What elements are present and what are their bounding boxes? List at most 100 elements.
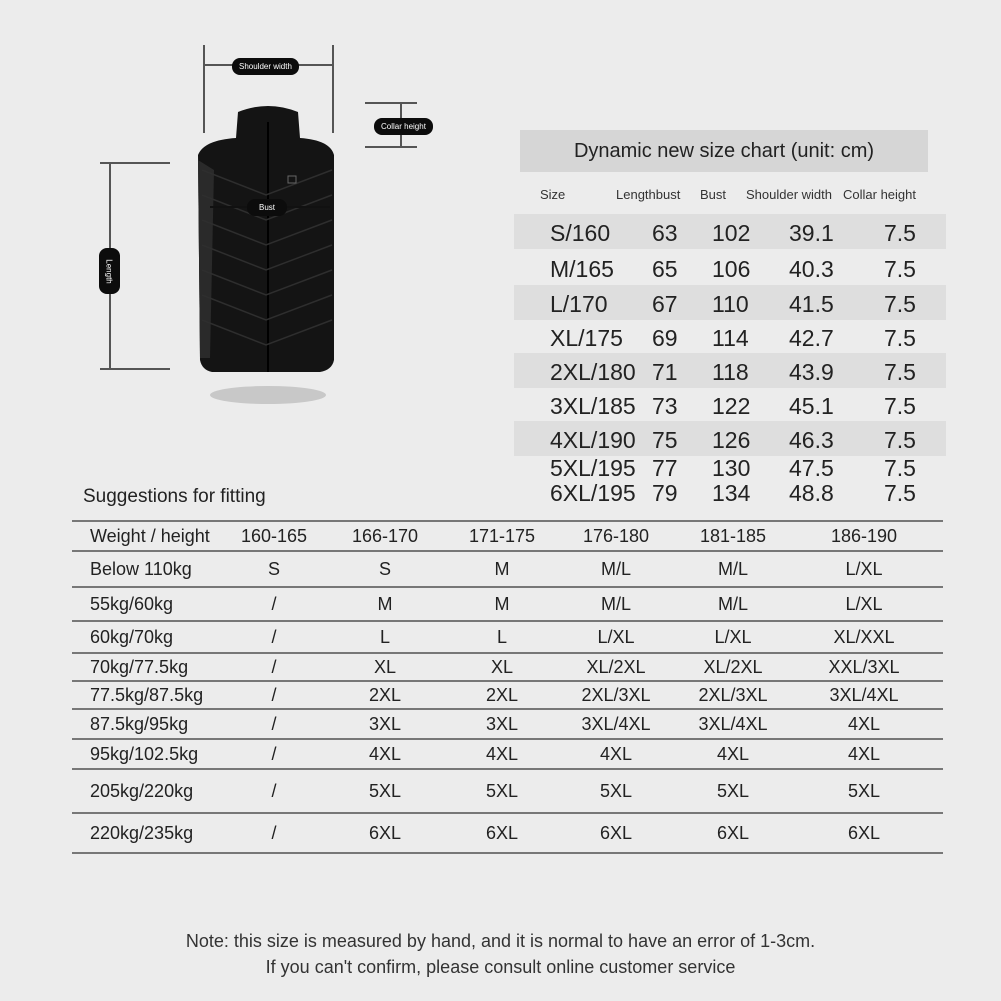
fitting-cell: XL/2XL — [703, 657, 763, 677]
fitting-cell: 3XL — [485, 714, 519, 734]
fitting-row: 55kg/60kg / M M M/L M/L L/XL — [72, 586, 943, 620]
shoulder-width-label: Shoulder width — [232, 58, 299, 75]
size-cell: 7.5 — [884, 427, 916, 453]
size-cell: 7.5 — [884, 325, 916, 351]
row-label: 77.5kg/87.5kg — [90, 685, 204, 705]
fitting-cell: 3XL/4XL — [698, 714, 768, 734]
row-label: 55kg/60kg — [90, 594, 174, 614]
fitting-cell: 160-165 — [240, 526, 308, 546]
fitting-cell: M/L — [717, 594, 749, 614]
fitting-cell: XL — [373, 657, 397, 677]
size-cell: 65 — [652, 256, 678, 282]
fitting-cell: 4XL — [368, 744, 402, 764]
size-cell: 40.3 — [789, 256, 834, 282]
fitting-cell: 6XL — [599, 823, 633, 843]
fitting-row: 205kg/220kg / 5XL 5XL 5XL 5XL 5XL — [72, 768, 943, 812]
size-cell: 6XL/195 — [550, 480, 636, 506]
fitting-cell: / — [271, 823, 277, 843]
size-row: S/160 63 102 39.1 7.5 — [514, 214, 946, 249]
fitting-cell: / — [271, 685, 277, 705]
size-cell: 7.5 — [884, 455, 916, 481]
size-cell: 47.5 — [789, 455, 834, 481]
size-row: 2XL/180 71 118 43.9 7.5 — [514, 353, 946, 388]
header-shoulder: Shoulder width — [746, 187, 832, 202]
fitting-cell: 5XL — [485, 781, 519, 801]
size-cell: 45.1 — [789, 393, 834, 419]
row-label: 95kg/102.5kg — [90, 744, 199, 764]
fitting-cell: 5XL — [368, 781, 402, 801]
size-cell: 2XL/180 — [550, 359, 636, 385]
size-cell: 73 — [652, 393, 678, 419]
fitting-cell: L — [496, 627, 508, 647]
fitting-title: Suggestions for fitting — [83, 486, 266, 507]
size-cell: 41.5 — [789, 291, 834, 317]
size-cell: 126 — [712, 427, 751, 453]
size-cell: 118 — [712, 359, 749, 385]
fitting-cell: 181-185 — [699, 526, 767, 546]
size-cell: 110 — [712, 291, 749, 317]
fitting-cell: S — [267, 559, 281, 579]
size-cell: 7.5 — [884, 220, 916, 246]
fitting-cell: 5XL — [716, 781, 750, 801]
size-cell: 122 — [712, 393, 751, 419]
size-cell: 75 — [652, 427, 678, 453]
size-cell: 114 — [712, 325, 749, 351]
fitting-cell: L/XL — [714, 627, 752, 647]
fitting-cell: 4XL — [847, 744, 881, 764]
fitting-row: Below 110kg S S M M/L M/L L/XL — [72, 550, 943, 586]
fitting-cell: / — [271, 657, 277, 677]
fitting-row: 220kg/235kg / 6XL 6XL 6XL 6XL 6XL — [72, 812, 943, 852]
fitting-cell: 6XL — [368, 823, 402, 843]
size-row: 3XL/185 73 122 45.1 7.5 — [514, 387, 946, 422]
fitting-header-row: Weight / height 160-165 166-170 171-175 176-… — [72, 520, 943, 550]
size-cell: 71 — [652, 359, 678, 385]
fitting-cell: / — [271, 594, 277, 614]
fitting-cell: / — [271, 627, 277, 647]
size-cell: 5XL/195 — [550, 455, 636, 481]
fitting-row: 95kg/102.5kg / 4XL 4XL 4XL 4XL 4XL — [72, 738, 943, 768]
size-cell: S/160 — [550, 220, 611, 246]
header-length: Lengthbust — [616, 187, 681, 202]
size-cell: 7.5 — [884, 291, 916, 317]
fitting-cell: 3XL/4XL — [581, 714, 651, 734]
fitting-cell: M — [494, 594, 510, 614]
fitting-cell: 2XL/3XL — [581, 685, 651, 705]
fitting-cell: / — [271, 714, 277, 734]
note-line-1: Note: this size is measured by hand, and… — [185, 931, 816, 951]
header-size: Size — [540, 187, 566, 202]
fitting-cell: XL/2XL — [586, 657, 646, 677]
fitting-cell: 6XL — [485, 823, 519, 843]
size-cell: 39.1 — [789, 220, 834, 246]
size-cell: 7.5 — [884, 256, 916, 282]
row-label: 220kg/235kg — [90, 823, 194, 843]
fitting-cell: M — [494, 559, 510, 579]
collar-height-label: Collar height — [374, 118, 433, 135]
fitting-cell: / — [271, 781, 277, 801]
vest-image — [198, 106, 334, 404]
fitting-row: 87.5kg/95kg / 3XL 3XL 3XL/4XL 3XL/4XL 4XL — [72, 708, 943, 738]
size-cell: 42.7 — [789, 325, 834, 351]
fitting-cell: L/XL — [597, 627, 635, 647]
fitting-cell: 171-175 — [468, 526, 536, 546]
fitting-cell: 6XL — [847, 823, 881, 843]
fitting-cell: 3XL/4XL — [829, 685, 899, 705]
size-cell: 79 — [652, 480, 678, 506]
row-label: 205kg/220kg — [90, 781, 194, 801]
fitting-cell: 166-170 — [351, 526, 419, 546]
fitting-cell: 2XL — [485, 685, 519, 705]
note-line-2: If you can't confirm, please consult onl… — [265, 957, 736, 977]
size-cell: 130 — [712, 455, 751, 481]
size-cell: 134 — [712, 480, 751, 506]
size-cell: 7.5 — [884, 393, 916, 419]
size-cell: 69 — [652, 325, 678, 351]
fitting-cell: 176-180 — [582, 526, 650, 546]
bust-label: Bust — [247, 199, 288, 216]
size-cell: 4XL/190 — [550, 427, 636, 453]
fitting-cell: 6XL — [716, 823, 750, 843]
size-cell: 67 — [652, 291, 678, 317]
fitting-cell: XL — [490, 657, 514, 677]
fitting-cell: M/L — [717, 559, 749, 579]
size-cell: 46.3 — [789, 427, 834, 453]
fitting-cell: S — [378, 559, 392, 579]
row-label: 70kg/77.5kg — [90, 657, 189, 677]
